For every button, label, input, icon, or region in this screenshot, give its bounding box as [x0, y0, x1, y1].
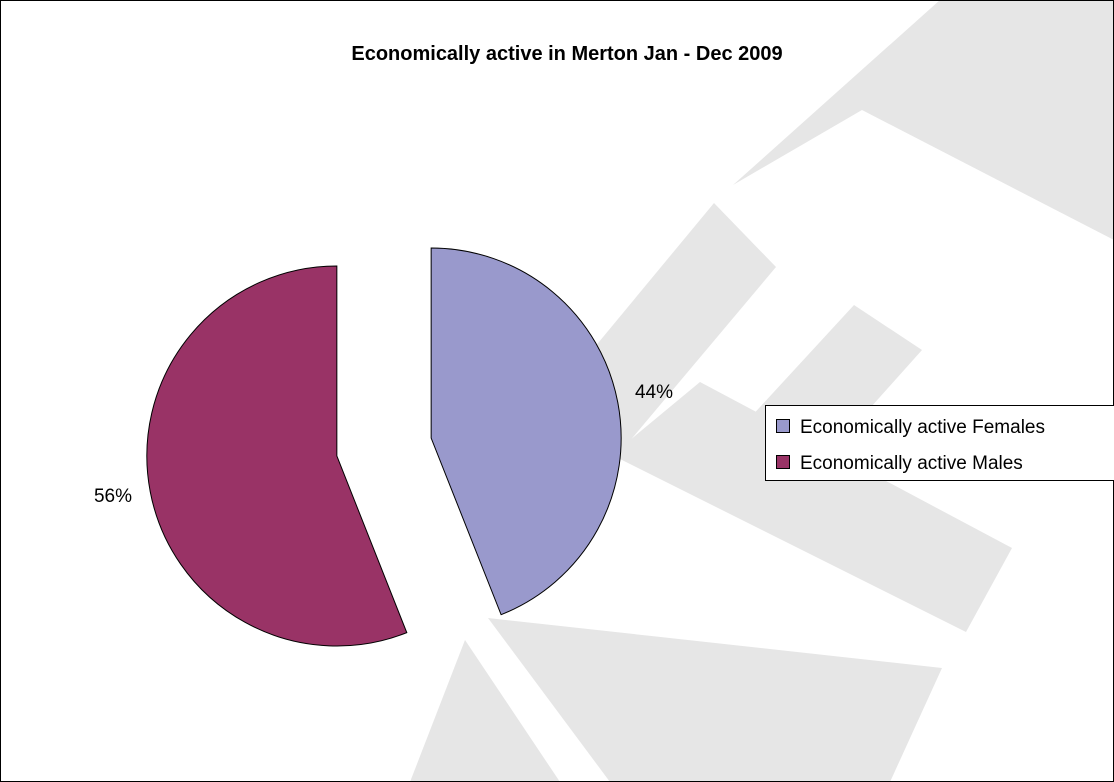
- legend-label-females: Economically active Females: [800, 417, 1045, 438]
- data-label-males: 56%: [94, 486, 132, 507]
- chart-legend: Economically active Females Economically…: [765, 405, 1114, 481]
- pie-slice-females: [430, 247, 622, 616]
- chart-title: Economically active in Merton Jan - Dec …: [351, 43, 782, 65]
- pie-slice-males: [146, 265, 408, 647]
- pie-slices: [146, 247, 622, 647]
- legend-label-males: Economically active Males: [800, 453, 1023, 474]
- data-label-females: 44%: [635, 382, 673, 403]
- legend-swatch-females: [776, 419, 790, 433]
- legend-swatch-males: [776, 455, 790, 469]
- legend-box: [765, 405, 1114, 481]
